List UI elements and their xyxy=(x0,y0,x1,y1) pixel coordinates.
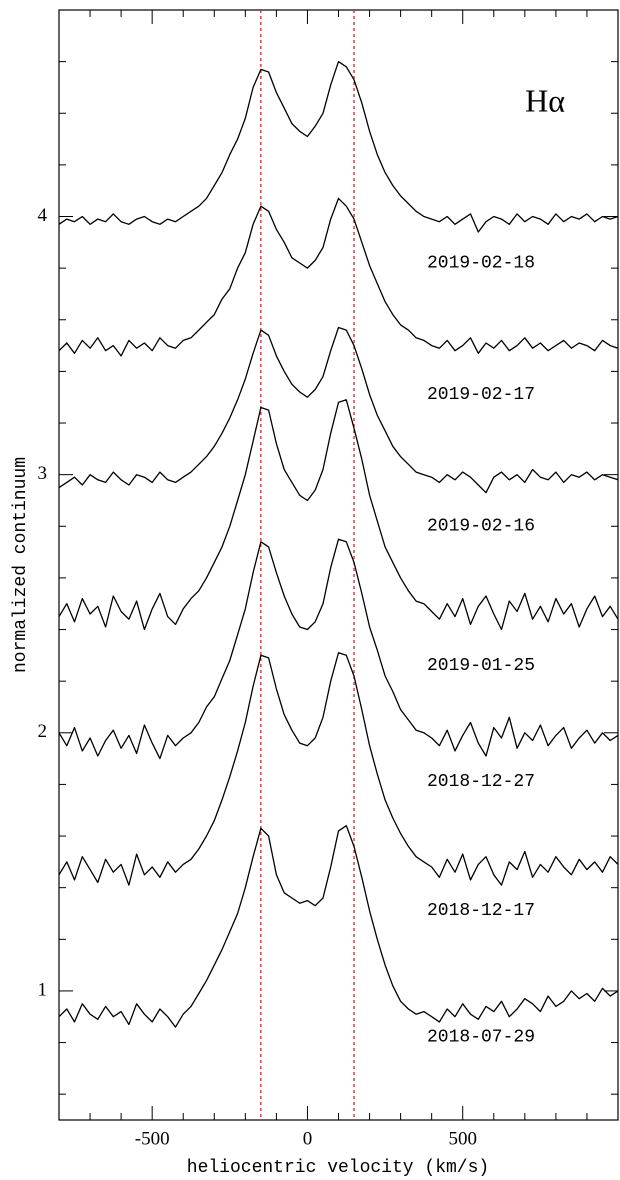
series-label: 2019-01-25 xyxy=(427,656,535,676)
plot-frame xyxy=(58,9,619,1121)
y-axis-label: normalized continuum xyxy=(11,457,31,673)
spectrum-line xyxy=(58,326,619,494)
spectrum-line xyxy=(58,538,619,760)
series-label: 2019-02-16 xyxy=(427,517,535,537)
x-tick-label: 500 xyxy=(448,1128,477,1149)
y-tick-label: 4 xyxy=(38,205,48,226)
x-tick-label: -500 xyxy=(135,1128,170,1149)
series-label: 2018-07-29 xyxy=(427,1028,535,1048)
series-label: 2018-12-17 xyxy=(427,901,535,921)
y-tick-label: 1 xyxy=(38,979,48,1000)
x-axis-label: heliocentric velocity (km/s) xyxy=(187,1158,489,1178)
series-label: 2019-02-18 xyxy=(427,253,535,273)
spectrum-line xyxy=(58,825,619,1028)
spectrum-line xyxy=(58,652,619,886)
spectrum-line xyxy=(58,60,619,233)
spectrum-line xyxy=(58,399,619,631)
y-tick-label: 2 xyxy=(38,721,48,742)
spectrum-line xyxy=(58,197,619,357)
x-tick-label: 0 xyxy=(303,1128,313,1149)
line-label: Hα xyxy=(525,82,565,118)
series-label: 2018-12-27 xyxy=(427,772,535,792)
series-label: 2019-02-17 xyxy=(427,385,535,405)
y-tick-label: 3 xyxy=(38,463,48,484)
